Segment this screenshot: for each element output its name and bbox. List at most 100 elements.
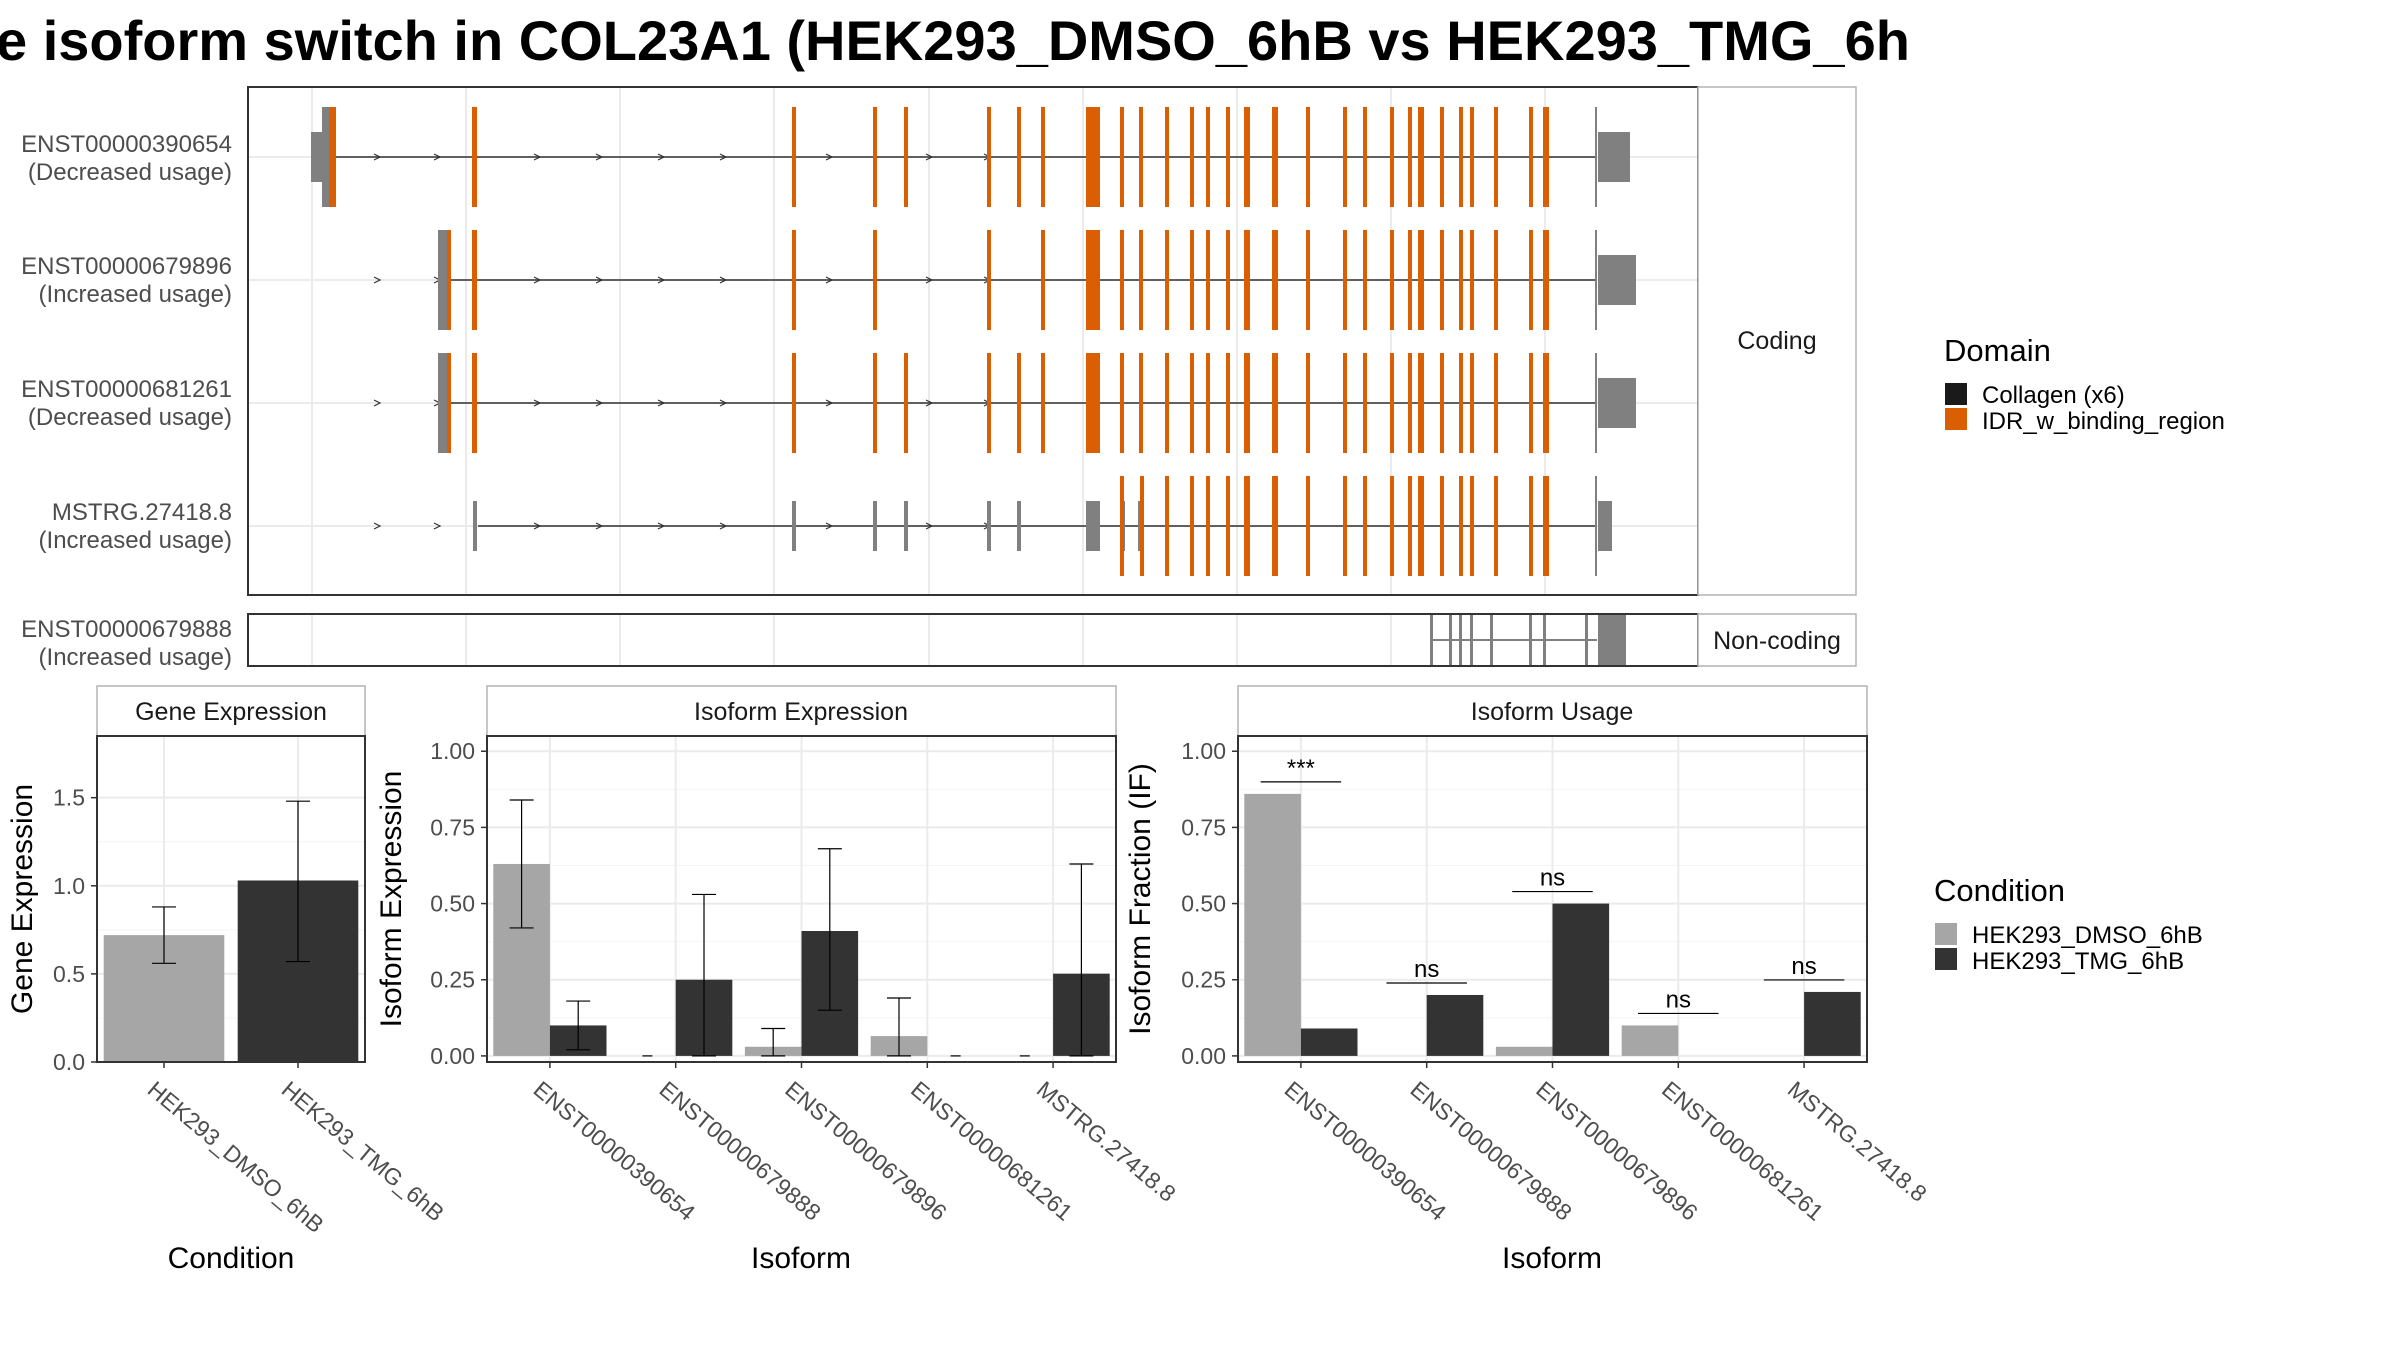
exon bbox=[873, 353, 877, 453]
utr-exon bbox=[1598, 501, 1612, 551]
significance-label: ns bbox=[1540, 865, 1565, 892]
y-tick-label: 1.0 bbox=[53, 873, 85, 899]
exon bbox=[1165, 476, 1169, 576]
isoform-usage-chart: Isoform Usage 0.000.250.500.751.00ENST00… bbox=[1124, 685, 1932, 1275]
exon bbox=[329, 107, 336, 207]
strand-arrow bbox=[533, 153, 542, 161]
facet-strip-noncoding bbox=[1697, 613, 1857, 667]
strand-arrow bbox=[433, 153, 442, 161]
exon bbox=[1440, 476, 1444, 576]
exon bbox=[1543, 615, 1546, 665]
isoform-expression-plot: 0.000.250.500.751.00ENST00000390654ENST0… bbox=[430, 736, 1181, 1226]
legend-swatch-dmso bbox=[1935, 923, 1957, 945]
exon bbox=[1418, 107, 1424, 207]
exon bbox=[1244, 476, 1250, 576]
strand-arrow bbox=[533, 522, 542, 530]
bar bbox=[1426, 994, 1484, 1056]
strand-arrow bbox=[595, 153, 604, 161]
exon bbox=[1529, 615, 1532, 665]
y-axis-label: Gene Expression bbox=[6, 784, 39, 1014]
exon bbox=[1459, 476, 1463, 576]
exon bbox=[1226, 353, 1230, 453]
exon bbox=[1086, 107, 1100, 207]
exon bbox=[1226, 230, 1230, 330]
exon bbox=[1343, 230, 1347, 330]
strand-arrow bbox=[373, 153, 382, 161]
exon bbox=[987, 230, 991, 330]
utr-exon bbox=[1598, 132, 1630, 182]
y-axis-label: Isoform Expression bbox=[375, 771, 408, 1028]
x-axis-label: Isoform bbox=[751, 1242, 851, 1275]
exon bbox=[904, 107, 908, 207]
transcript-id-label: ENST00000681261 bbox=[21, 376, 232, 403]
exon bbox=[1494, 107, 1498, 207]
exon bbox=[987, 107, 991, 207]
condition-legend: Condition HEK293_DMSO_6hB HEK293_TMG_6hB bbox=[1934, 873, 2203, 975]
structure-panel-background bbox=[248, 87, 1698, 595]
transcript-usage-label: (Increased usage) bbox=[39, 281, 232, 308]
exon bbox=[1390, 353, 1394, 453]
legend-label-dmso: HEK293_DMSO_6hB bbox=[1972, 922, 2203, 949]
strand-arrow bbox=[719, 276, 728, 284]
structure-panel: Coding Non-coding ENST00000390654 (Decre… bbox=[21, 86, 1857, 671]
y-tick-label: 1.00 bbox=[1181, 738, 1226, 764]
y-tick-label: 0.75 bbox=[1181, 814, 1226, 840]
exon bbox=[1139, 230, 1143, 330]
exon bbox=[447, 353, 451, 453]
strand-arrow bbox=[433, 522, 442, 530]
exon bbox=[1244, 107, 1250, 207]
exon bbox=[873, 501, 877, 551]
exon bbox=[1363, 476, 1367, 576]
exon bbox=[1363, 230, 1367, 330]
exon bbox=[1494, 353, 1498, 453]
strip-isoform-expression bbox=[486, 685, 1117, 737]
isoform-usage-plot: 0.000.250.500.751.00ENST00000390654ENST0… bbox=[1181, 736, 1932, 1226]
strand-arrow bbox=[595, 399, 604, 407]
domain-legend: Domain Collagen (x6) IDR_w_binding_regio… bbox=[1944, 333, 2225, 435]
exon bbox=[1272, 476, 1278, 576]
domain-legend-title: Domain bbox=[1944, 333, 2051, 368]
legend-label-collagen: Collagen (x6) bbox=[1982, 382, 2125, 409]
exon bbox=[987, 501, 991, 551]
exon bbox=[1244, 230, 1250, 330]
bar bbox=[1300, 1028, 1358, 1056]
exon bbox=[1120, 107, 1124, 207]
strand-arrow bbox=[925, 399, 934, 407]
strand-arrow bbox=[373, 399, 382, 407]
strand-arrow bbox=[595, 276, 604, 284]
facet-label-noncoding: Non-coding bbox=[1713, 627, 1841, 655]
y-tick-label: 1.5 bbox=[53, 785, 85, 811]
exon bbox=[1459, 107, 1463, 207]
significance-label: *** bbox=[1287, 755, 1315, 782]
transcript-id-label: ENST00000679896 bbox=[21, 253, 232, 280]
exon bbox=[472, 353, 477, 453]
legend-label-tmg: HEK293_TMG_6hB bbox=[1972, 948, 2184, 975]
y-tick-label: 0.00 bbox=[430, 1043, 475, 1069]
legend-swatch-collagen bbox=[1945, 383, 1967, 405]
strand-arrow bbox=[925, 522, 934, 530]
figure-title: e isoform switch in COL23A1 (HEK293_DMSO… bbox=[0, 9, 1910, 72]
exon bbox=[1226, 476, 1230, 576]
y-tick-label: 0.50 bbox=[1181, 891, 1226, 917]
exon bbox=[1165, 353, 1169, 453]
exon bbox=[1343, 107, 1347, 207]
exon bbox=[1459, 353, 1463, 453]
exon bbox=[1041, 353, 1045, 453]
exon bbox=[792, 501, 796, 551]
exon bbox=[1086, 501, 1100, 551]
exon bbox=[1306, 230, 1310, 330]
strand-arrow bbox=[825, 153, 834, 161]
strand-arrow bbox=[719, 399, 728, 407]
exon bbox=[1272, 107, 1278, 207]
exon bbox=[1120, 230, 1124, 330]
exon bbox=[1017, 501, 1021, 551]
significance-label: ns bbox=[1414, 956, 1439, 983]
exon bbox=[1470, 615, 1473, 665]
exon bbox=[311, 132, 323, 182]
exon bbox=[1543, 230, 1549, 330]
exon bbox=[873, 107, 877, 207]
exon bbox=[1440, 353, 1444, 453]
exon bbox=[1543, 353, 1549, 453]
exon bbox=[1440, 230, 1444, 330]
exon bbox=[438, 353, 448, 453]
